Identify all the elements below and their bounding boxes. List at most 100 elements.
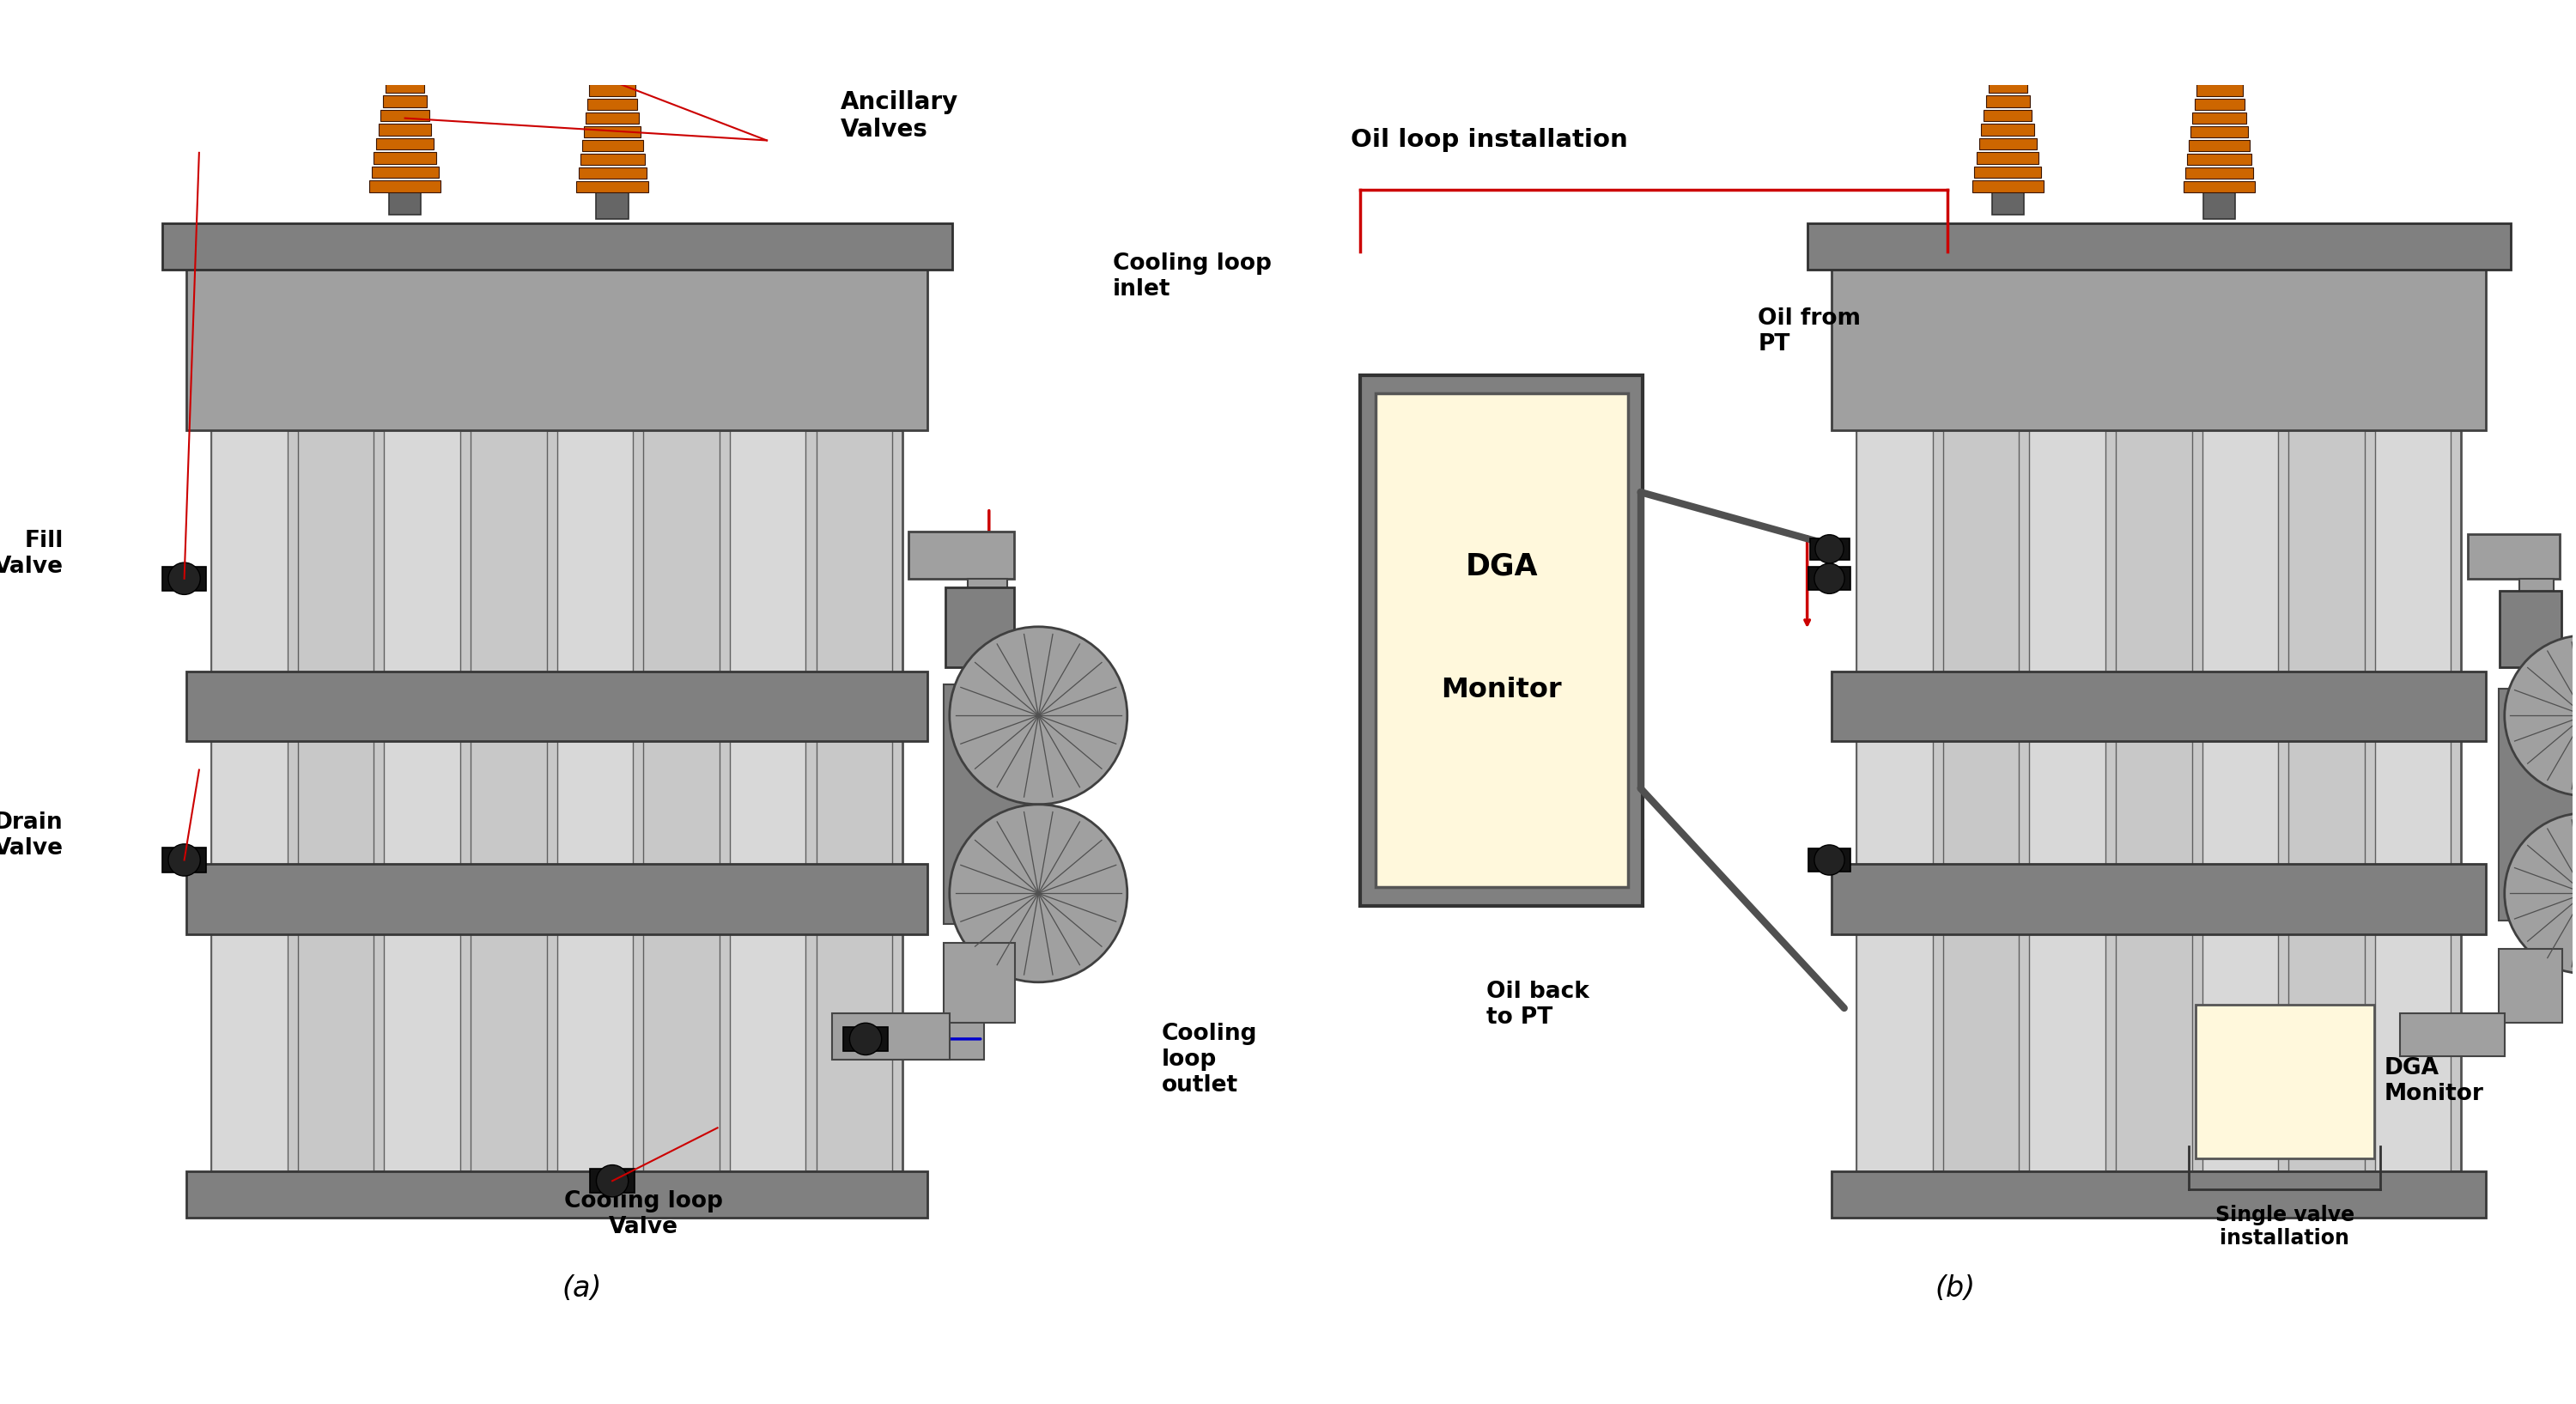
- Text: Oil back
to PT: Oil back to PT: [1486, 980, 1589, 1029]
- Text: Single valve
installation: Single valve installation: [2215, 1205, 2354, 1248]
- Text: Oil loop installation: Oil loop installation: [1350, 128, 1628, 153]
- Bar: [1857, 431, 2460, 1171]
- Bar: [832, 1014, 951, 1060]
- Bar: [595, 44, 631, 55]
- Bar: [1832, 863, 2486, 934]
- Bar: [2205, 15, 2233, 27]
- Bar: [945, 587, 1015, 667]
- Bar: [1832, 671, 2486, 741]
- Bar: [185, 863, 927, 934]
- Circle shape: [951, 804, 1128, 983]
- Bar: [2202, 29, 2236, 41]
- Bar: [2519, 578, 2553, 696]
- Bar: [969, 578, 1007, 696]
- Circle shape: [1816, 535, 1844, 563]
- Bar: [2184, 167, 2254, 178]
- Bar: [1811, 538, 1850, 560]
- Bar: [389, 53, 420, 65]
- Bar: [817, 431, 891, 1171]
- Bar: [2202, 431, 2277, 1171]
- Bar: [2287, 431, 2365, 1171]
- Text: Fill
Valve: Fill Valve: [0, 529, 64, 578]
- Bar: [211, 431, 289, 1171]
- Bar: [2030, 431, 2105, 1171]
- Bar: [1360, 375, 1643, 906]
- Bar: [587, 98, 636, 110]
- Bar: [1808, 223, 2512, 270]
- Text: Oil from
PT: Oil from PT: [1757, 307, 1860, 355]
- Bar: [185, 1171, 927, 1217]
- Bar: [2195, 98, 2244, 110]
- Bar: [384, 95, 428, 107]
- Bar: [162, 848, 206, 872]
- Bar: [580, 167, 647, 178]
- Bar: [185, 239, 927, 431]
- Circle shape: [850, 1024, 881, 1054]
- Circle shape: [167, 563, 201, 594]
- Bar: [1986, 95, 2030, 107]
- Bar: [2499, 591, 2561, 667]
- Bar: [368, 181, 440, 192]
- Circle shape: [1814, 563, 1844, 594]
- Bar: [389, 192, 420, 215]
- Text: Monitor: Monitor: [1443, 677, 1561, 703]
- Bar: [2468, 534, 2561, 578]
- Bar: [2190, 139, 2249, 150]
- Bar: [384, 431, 461, 1171]
- Bar: [943, 942, 1015, 1024]
- Bar: [2202, 44, 2239, 55]
- Bar: [585, 112, 639, 124]
- Circle shape: [951, 626, 1128, 804]
- Bar: [2202, 192, 2236, 219]
- Bar: [1973, 167, 2040, 178]
- Bar: [2200, 58, 2239, 69]
- Bar: [2401, 1014, 2504, 1056]
- Bar: [556, 431, 634, 1171]
- Bar: [595, 29, 629, 41]
- Bar: [577, 181, 649, 192]
- Bar: [2187, 153, 2251, 164]
- Circle shape: [595, 1165, 629, 1198]
- Bar: [1991, 192, 2025, 215]
- Bar: [2184, 181, 2254, 192]
- Text: Cooling loop
Valve: Cooling loop Valve: [564, 1191, 724, 1238]
- Bar: [185, 671, 927, 741]
- Bar: [580, 153, 644, 164]
- Bar: [1981, 124, 2035, 135]
- Bar: [1942, 431, 2020, 1171]
- Bar: [2197, 84, 2244, 95]
- Bar: [374, 152, 435, 164]
- Bar: [162, 566, 206, 591]
- Bar: [2115, 431, 2192, 1171]
- Bar: [471, 431, 546, 1171]
- Bar: [1832, 1171, 2486, 1217]
- Circle shape: [167, 844, 201, 876]
- Text: Ancillary
Valves: Ancillary Valves: [840, 90, 958, 142]
- Bar: [371, 167, 438, 178]
- Bar: [2499, 949, 2563, 1024]
- Text: Drain
Valve: Drain Valve: [0, 812, 64, 859]
- Bar: [389, 67, 422, 79]
- Bar: [1984, 110, 2032, 121]
- Bar: [595, 192, 629, 219]
- Bar: [1978, 138, 2038, 150]
- Bar: [2195, 1004, 2375, 1158]
- Bar: [1376, 393, 1628, 887]
- Bar: [590, 1168, 634, 1193]
- Bar: [1808, 848, 1850, 872]
- Bar: [299, 431, 374, 1171]
- Bar: [2190, 126, 2249, 138]
- Bar: [379, 124, 430, 135]
- Circle shape: [2504, 636, 2576, 796]
- Bar: [598, 15, 626, 27]
- Circle shape: [2504, 813, 2576, 973]
- Bar: [644, 431, 719, 1171]
- Text: DGA
Monitor: DGA Monitor: [2383, 1057, 2483, 1105]
- Bar: [940, 1014, 984, 1060]
- Bar: [590, 70, 634, 81]
- Bar: [590, 84, 636, 95]
- Bar: [1857, 431, 1932, 1171]
- Bar: [729, 431, 806, 1171]
- Bar: [582, 139, 644, 150]
- Text: (b): (b): [1935, 1275, 1976, 1303]
